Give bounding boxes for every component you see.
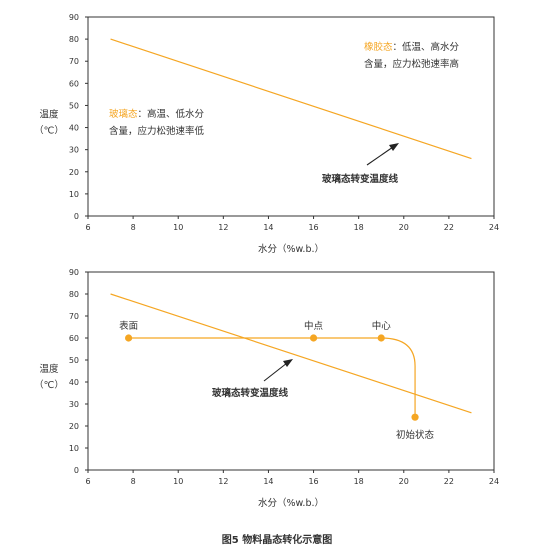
x-tick-label: 18 (354, 477, 364, 486)
y-tick-label: 20 (69, 168, 79, 177)
annotation-rubber-text: ：低温、高水分 (393, 41, 460, 53)
x-tick-label: 22 (444, 477, 454, 486)
data-point (411, 413, 419, 421)
annotation-rubber-line1: 橡胶态：低温、高水分 (364, 41, 460, 53)
y-tick-label: 70 (69, 312, 79, 321)
data-point (125, 334, 133, 342)
x-tick-label: 12 (218, 477, 228, 486)
curve-label: 玻璃态转变温度线 (322, 173, 399, 185)
point-label: 中点 (304, 320, 324, 332)
drying-path (128, 337, 416, 418)
y-tick-label: 90 (69, 13, 79, 22)
y-tick-label: 40 (69, 378, 79, 387)
y-axis-label-unit: （℃） (34, 379, 64, 391)
x-tick-label: 20 (399, 223, 409, 232)
plot-frame (87, 16, 495, 217)
x-tick-label: 8 (131, 223, 136, 232)
x-tick-label: 14 (263, 223, 273, 232)
y-tick-label: 80 (69, 290, 79, 299)
annotation-glass-line1: 玻璃态：高温、低水分 (109, 108, 205, 120)
point-label: 初始状态 (396, 429, 435, 441)
figure-caption: 图5 物料晶态转化示意图 (221, 535, 333, 546)
x-tick-label: 24 (489, 477, 499, 486)
annotation-rubber-line2: 含量，应力松弛速率高 (364, 58, 459, 70)
y-tick-label: 80 (69, 35, 79, 44)
y-axis-label: 温度 (39, 109, 59, 121)
arrow-shaft (366, 146, 394, 166)
data-point (309, 334, 318, 342)
series-line-glass-transition (110, 38, 472, 160)
chart-top: 0 10 20 30 40 50 60 70 80 90 6 8 10 12 14 16 18 20 22 24 水分（… (34, 13, 499, 255)
y-tick-label: 90 (69, 268, 79, 277)
x-tick-label: 20 (399, 477, 409, 486)
x-axis-label: 水分（%w.b.） (258, 243, 324, 255)
y-tick-label: 10 (69, 190, 79, 199)
arrow-shaft (263, 362, 288, 382)
y-tick-label: 30 (69, 146, 79, 155)
point-label: 中心 (372, 320, 392, 332)
x-tick-label: 16 (308, 477, 318, 486)
y-tick-label: 20 (69, 422, 79, 431)
point-label: 表面 (119, 320, 138, 332)
y-axis-label-unit: （℃） (34, 125, 64, 137)
y-tick-label: 0 (74, 466, 79, 475)
y-axis-label: 温度 (39, 363, 59, 375)
y-tick-label: 40 (69, 124, 79, 133)
annotation-rubber-key: 橡胶态 (364, 41, 393, 53)
x-tick-label: 8 (131, 477, 136, 486)
x-tick-label: 14 (263, 477, 273, 486)
arrow-head (283, 359, 293, 367)
y-tick-label: 70 (69, 57, 79, 66)
y-tick-label: 50 (69, 101, 79, 110)
x-tick-label: 16 (308, 223, 318, 232)
x-tick-label: 12 (218, 223, 228, 232)
annotation-glass-line2: 含量，应力松弛速率低 (109, 125, 205, 137)
y-tick-label: 60 (69, 79, 79, 88)
y-tick-label: 0 (74, 212, 79, 221)
x-tick-label: 6 (85, 223, 90, 232)
x-tick-label: 18 (354, 223, 364, 232)
x-tick-label: 6 (85, 477, 90, 486)
y-tick-label: 50 (69, 356, 79, 365)
arrow-head (389, 143, 399, 151)
x-tick-label: 22 (444, 223, 454, 232)
data-point (377, 334, 385, 342)
x-tick-label: 10 (173, 223, 183, 232)
plot-frame (87, 271, 495, 471)
chart-bottom: 0 10 20 30 40 50 60 70 80 90 6 8 10 12 14 16 18 20 22 24 水分（… (34, 268, 499, 509)
annotation-glass-text: ：高温、低水分 (138, 108, 205, 120)
y-tick-label: 10 (69, 444, 79, 453)
x-axis-label: 水分（%w.b.） (258, 497, 324, 509)
y-tick-label: 30 (69, 400, 79, 409)
x-tick-label: 24 (489, 223, 499, 232)
curve-label: 玻璃态转变温度线 (212, 387, 289, 399)
x-tick-label: 10 (173, 477, 183, 486)
annotation-glass-key: 玻璃态 (109, 108, 138, 120)
y-tick-label: 60 (69, 334, 79, 343)
series-line-glass-transition (110, 293, 472, 414)
